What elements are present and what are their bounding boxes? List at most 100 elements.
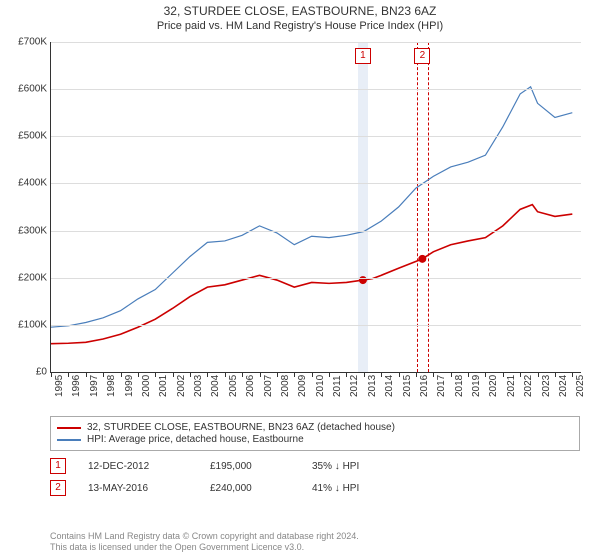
- x-axis-label: 2017: [436, 375, 447, 397]
- x-axis-label: 1995: [54, 375, 65, 397]
- sale-marker: 1: [355, 48, 371, 64]
- x-tick: [86, 372, 87, 377]
- sale-date: 13-MAY-2016: [88, 483, 188, 494]
- x-tick: [277, 372, 278, 377]
- x-tick: [503, 372, 504, 377]
- sale-point-icon: [419, 255, 426, 262]
- sale-row: 2 13-MAY-2016 £240,000 41% ↓ HPI: [50, 480, 580, 496]
- x-axis-label: 2002: [176, 375, 187, 397]
- x-tick: [68, 372, 69, 377]
- x-axis-label: 2012: [349, 375, 360, 397]
- chart-title: 32, STURDEE CLOSE, EASTBOURNE, BN23 6AZ: [0, 4, 600, 18]
- x-axis-label: 1998: [106, 375, 117, 397]
- sale-price: £240,000: [210, 483, 290, 494]
- x-tick: [555, 372, 556, 377]
- sale-diff: 41% ↓ HPI: [312, 483, 580, 494]
- x-tick: [572, 372, 573, 377]
- sale-row: 112-DEC-2012£195,00035% ↓ HPI: [50, 458, 580, 474]
- x-tick: [312, 372, 313, 377]
- sales-table: 112-DEC-2012£195,00035% ↓ HPI213-MAY-201…: [50, 458, 580, 502]
- x-tick: [155, 372, 156, 377]
- x-axis-label: 2001: [158, 375, 169, 397]
- x-axis-label: 2022: [523, 375, 534, 397]
- x-tick: [399, 372, 400, 377]
- y-axis-label: £500K: [3, 131, 47, 142]
- y-axis-label: £0: [3, 367, 47, 378]
- x-axis-label: 2003: [193, 375, 204, 397]
- gridline: [51, 183, 581, 184]
- x-tick: [381, 372, 382, 377]
- x-axis-label: 2004: [210, 375, 221, 397]
- x-tick: [207, 372, 208, 377]
- x-axis-label: 2010: [315, 375, 326, 397]
- gridline: [51, 42, 581, 43]
- x-tick: [173, 372, 174, 377]
- sale-diff: 35% ↓ HPI: [312, 461, 580, 472]
- x-axis-label: 1997: [89, 375, 100, 397]
- x-axis-label: 2016: [419, 375, 430, 397]
- y-axis-label: £200K: [3, 272, 47, 283]
- chart-container: 32, STURDEE CLOSE, EASTBOURNE, BN23 6AZ …: [0, 0, 600, 560]
- x-axis-label: 2011: [332, 375, 343, 397]
- x-axis-label: 2008: [280, 375, 291, 397]
- x-axis-label: 2024: [558, 375, 569, 397]
- x-axis-label: 2018: [454, 375, 465, 397]
- series-line: [51, 87, 572, 327]
- legend-label: HPI: Average price, detached house, East…: [87, 434, 304, 445]
- legend-item: HPI: Average price, detached house, East…: [57, 434, 573, 445]
- x-axis-label: 2005: [228, 375, 239, 397]
- x-tick: [416, 372, 417, 377]
- x-tick: [260, 372, 261, 377]
- gridline: [51, 89, 581, 90]
- legend: 32, STURDEE CLOSE, EASTBOURNE, BN23 6AZ …: [50, 416, 580, 451]
- y-axis-label: £700K: [3, 37, 47, 48]
- chart-subtitle: Price paid vs. HM Land Registry's House …: [0, 20, 600, 32]
- legend-swatch: [57, 439, 81, 441]
- x-tick: [329, 372, 330, 377]
- x-axis-label: 2020: [488, 375, 499, 397]
- x-axis-label: 2006: [245, 375, 256, 397]
- sale-marker: 2: [414, 48, 430, 64]
- x-axis-label: 2025: [575, 375, 586, 397]
- sale-date: 12-DEC-2012: [88, 461, 188, 472]
- x-tick: [190, 372, 191, 377]
- legend-item: 32, STURDEE CLOSE, EASTBOURNE, BN23 6AZ …: [57, 422, 573, 433]
- x-tick: [242, 372, 243, 377]
- x-tick: [485, 372, 486, 377]
- x-axis-label: 2015: [402, 375, 413, 397]
- x-axis-label: 2000: [141, 375, 152, 397]
- sale-number: 2: [50, 480, 66, 496]
- x-tick: [346, 372, 347, 377]
- x-axis-label: 2013: [367, 375, 378, 397]
- y-axis-label: £300K: [3, 225, 47, 236]
- x-axis-label: 2014: [384, 375, 395, 397]
- gridline: [51, 325, 581, 326]
- gridline: [51, 231, 581, 232]
- gridline: [51, 278, 581, 279]
- series-line: [51, 205, 572, 344]
- x-axis-label: 1999: [124, 375, 135, 397]
- x-tick: [451, 372, 452, 377]
- footer-line-1: Contains HM Land Registry data © Crown c…: [50, 531, 580, 543]
- line-layer: [51, 42, 581, 372]
- x-tick: [294, 372, 295, 377]
- x-tick: [468, 372, 469, 377]
- sale-price: £195,000: [210, 461, 290, 472]
- x-tick: [520, 372, 521, 377]
- x-tick: [364, 372, 365, 377]
- gridline: [51, 136, 581, 137]
- x-tick: [103, 372, 104, 377]
- x-tick: [538, 372, 539, 377]
- y-axis-label: £600K: [3, 84, 47, 95]
- x-tick: [225, 372, 226, 377]
- x-axis-label: 1996: [71, 375, 82, 397]
- x-tick: [433, 372, 434, 377]
- x-tick: [51, 372, 52, 377]
- legend-label: 32, STURDEE CLOSE, EASTBOURNE, BN23 6AZ …: [87, 422, 395, 433]
- plot-area: £0£100K£200K£300K£400K£500K£600K£700K199…: [50, 42, 581, 373]
- title-block: 32, STURDEE CLOSE, EASTBOURNE, BN23 6AZ …: [0, 0, 600, 32]
- x-axis-label: 2009: [297, 375, 308, 397]
- x-tick: [138, 372, 139, 377]
- x-tick: [121, 372, 122, 377]
- footer-line-2: This data is licensed under the Open Gov…: [50, 542, 580, 554]
